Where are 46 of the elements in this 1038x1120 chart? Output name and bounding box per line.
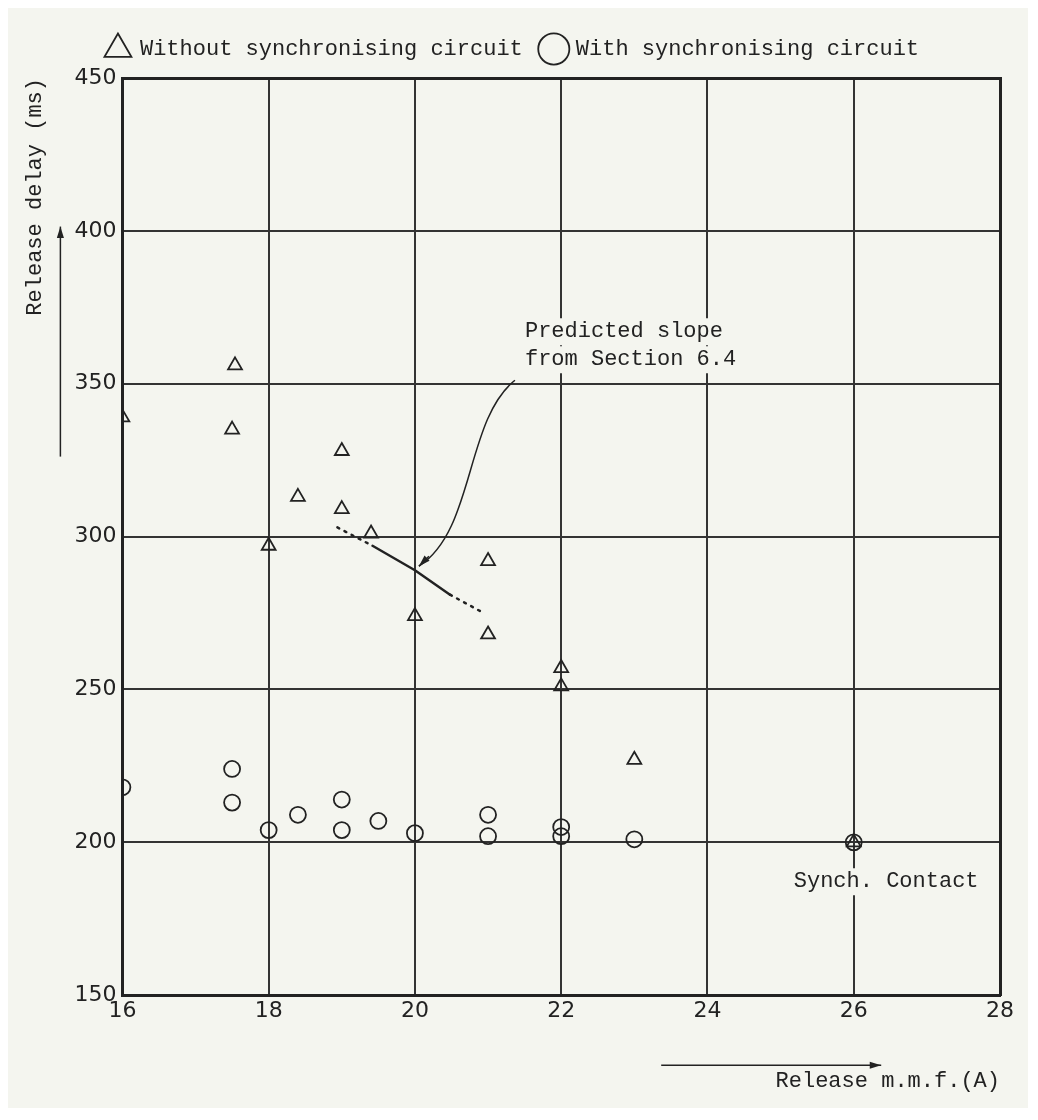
- point: [479, 827, 497, 846]
- point: [332, 821, 351, 839]
- legend-label: With synchronising circuit: [575, 36, 920, 62]
- point: [224, 420, 240, 435]
- point: [480, 552, 496, 566]
- point: [553, 677, 570, 692]
- x-tick-label: 18: [254, 997, 283, 1023]
- point: [406, 824, 424, 843]
- point: [844, 833, 863, 852]
- point: [259, 821, 278, 839]
- point: [290, 487, 306, 502]
- point: [333, 500, 350, 514]
- point: [552, 818, 571, 836]
- x-tick-label: 24: [693, 997, 722, 1023]
- point: [289, 805, 307, 824]
- annotation: Synch. Contact: [793, 869, 979, 895]
- point: [333, 442, 350, 456]
- point: [552, 827, 571, 846]
- point: [227, 356, 243, 371]
- point: [625, 830, 644, 849]
- annotation: Predicted slope from Section 6.4: [524, 319, 737, 373]
- point: [223, 760, 241, 778]
- point: [480, 625, 496, 640]
- y-axis-title: Release delay (ms): [23, 78, 49, 316]
- y-tick-label: 450: [74, 63, 117, 89]
- point: [845, 833, 862, 848]
- y-tick-label: 250: [74, 675, 117, 701]
- point: [332, 790, 351, 809]
- point: [369, 812, 388, 830]
- point: [553, 659, 570, 673]
- y-tick-label: 300: [74, 522, 117, 548]
- point: [363, 524, 379, 539]
- y-tick-label: 400: [74, 216, 117, 242]
- y-tick-label: 200: [74, 828, 117, 854]
- point: [626, 750, 643, 765]
- x-tick-label: 20: [400, 997, 429, 1023]
- y-tick-label: 350: [74, 369, 117, 395]
- x-axis-title: Release m.m.f.(A): [775, 1068, 1000, 1094]
- point: [223, 793, 241, 812]
- point: [260, 536, 277, 551]
- x-tick-label: 26: [839, 997, 868, 1023]
- point: [407, 607, 423, 621]
- point: [479, 805, 497, 824]
- x-tick-label: 28: [986, 997, 1014, 1023]
- legend-label: Without synchronising circuit: [139, 36, 523, 62]
- x-tick-label: 22: [547, 997, 576, 1023]
